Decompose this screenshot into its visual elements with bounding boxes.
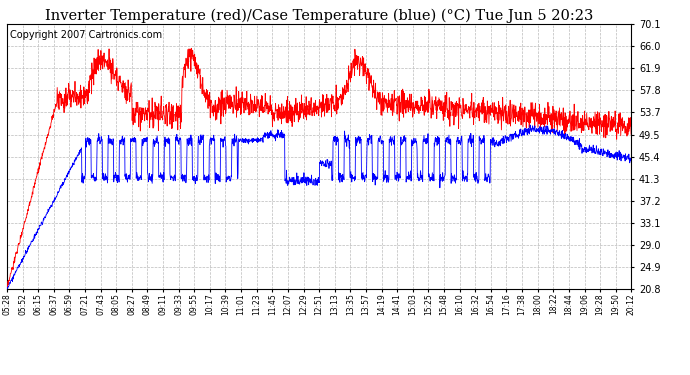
Text: Copyright 2007 Cartronics.com: Copyright 2007 Cartronics.com <box>10 30 162 40</box>
Title: Inverter Temperature (red)/Case Temperature (blue) (°C) Tue Jun 5 20:23: Inverter Temperature (red)/Case Temperat… <box>45 9 593 23</box>
